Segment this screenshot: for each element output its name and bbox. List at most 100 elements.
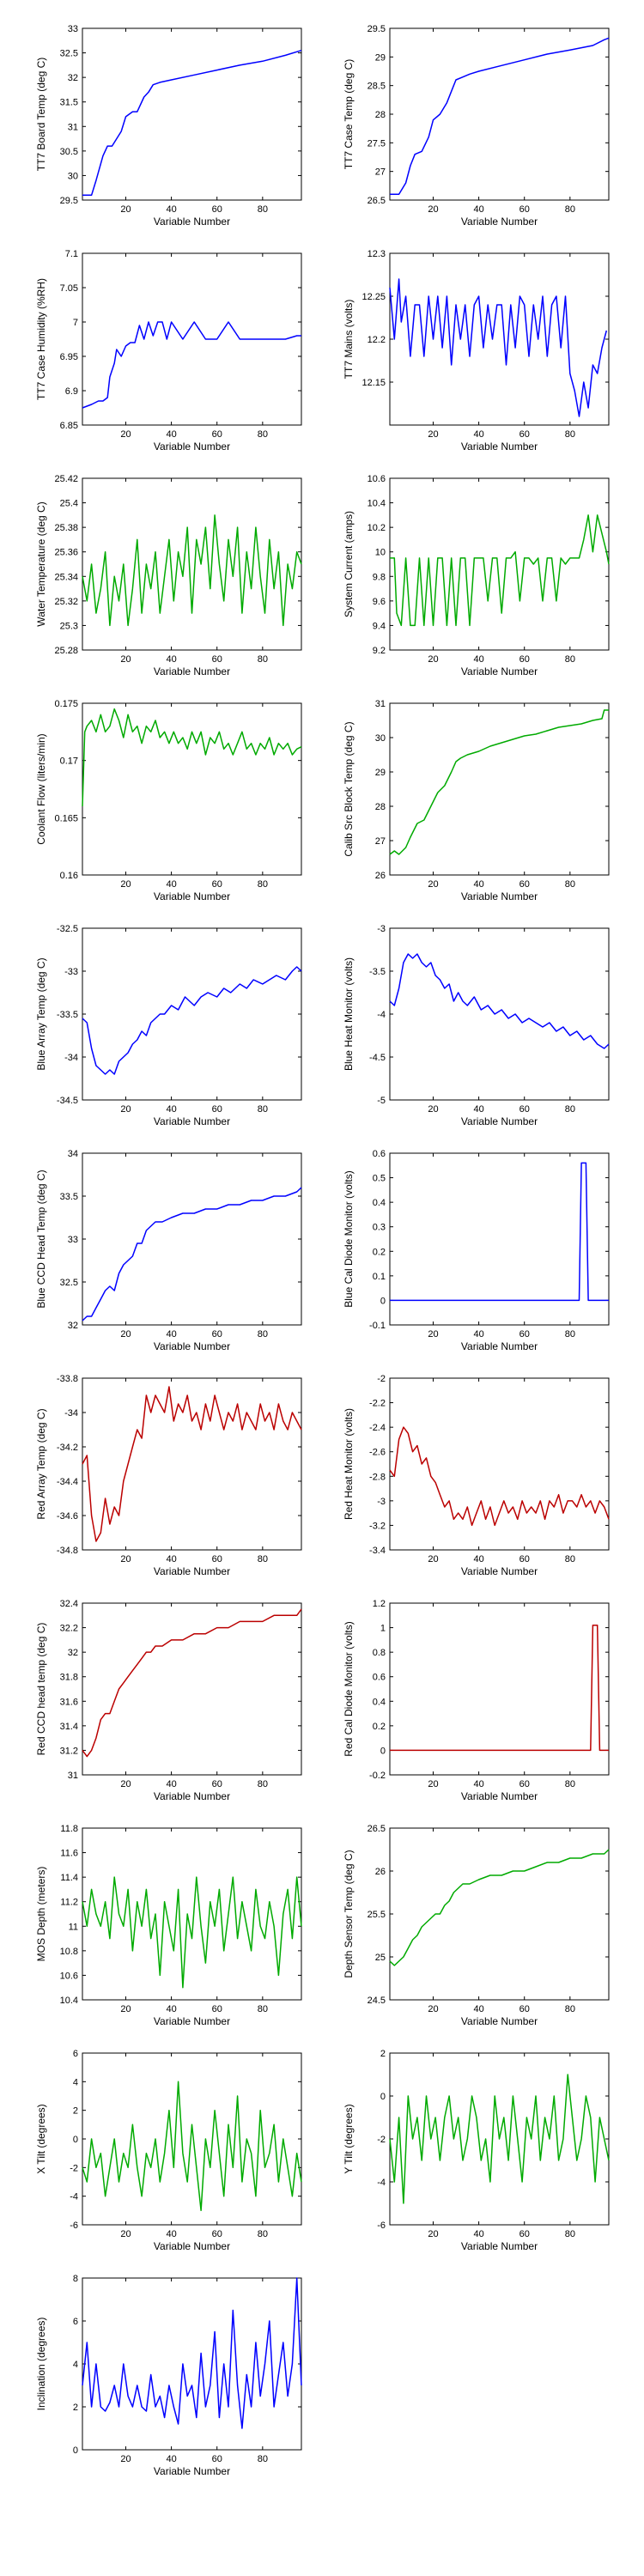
x-tick-label: 20: [428, 429, 438, 440]
series-line-1: [389, 1849, 610, 1966]
y-tick-label: 11.4: [60, 1873, 78, 1883]
y-tick-label: 32.4: [60, 1599, 78, 1609]
x-tick-label: 20: [428, 1329, 438, 1340]
y-tick-label: 7.05: [60, 283, 78, 294]
y-tick-label: 26: [375, 1867, 386, 1877]
x-tick-label: 60: [212, 204, 222, 215]
series-line-1: [389, 2074, 610, 2204]
y-tick-label: 12.25: [361, 292, 386, 302]
x-tick-label: 20: [428, 2229, 438, 2239]
y-tick-label: 33: [68, 24, 78, 34]
y-tick-label: 9.6: [373, 597, 386, 607]
y-tick-label: 10.6: [368, 474, 386, 484]
y-axis-label: Inclination (degrees): [35, 2318, 47, 2411]
y-tick-label: -3.2: [369, 1521, 386, 1531]
y-tick-label: 25: [375, 1953, 386, 1963]
x-axis-label: Variable Number: [461, 890, 538, 902]
y-tick-label: 0.165: [54, 813, 78, 823]
y-tick-label: 25.34: [54, 572, 78, 582]
y-axis-label: TT7 Mains (volts): [343, 300, 355, 380]
y-tick-label: 26.5: [368, 196, 386, 206]
plot-frame: [389, 702, 610, 876]
x-tick-label: 80: [258, 879, 268, 890]
x-tick-label: 40: [473, 654, 483, 665]
y-tick-label: -2.6: [369, 1448, 386, 1458]
x-tick-label: 60: [519, 2229, 530, 2239]
y-tick-label: 25.36: [54, 548, 78, 558]
x-axis-label: Variable Number: [154, 665, 230, 677]
y-tick-label: 8: [73, 2274, 78, 2284]
y-tick-label: 29.5: [368, 24, 386, 34]
y-tick-label: 6.85: [60, 421, 78, 431]
x-tick-label: 60: [519, 1329, 530, 1340]
series-line-1: [390, 514, 610, 627]
x-tick-label: 40: [166, 429, 176, 440]
x-tick-label: 80: [258, 2004, 268, 2014]
y-tick-label: 0: [380, 2092, 386, 2102]
y-tick-label: -34.8: [57, 1546, 78, 1556]
y-tick-label: 27: [375, 836, 386, 847]
y-tick-label: -33.8: [57, 1374, 78, 1384]
y-tick-label: 25.5: [368, 1910, 386, 1920]
chart-panel-19: -6 -4 -2 0 2 4 6 20 40 60 80 Variable Number X Tilt …: [35, 2049, 302, 2252]
y-tick-label: -4: [377, 1010, 386, 1020]
y-tick-label: 32: [68, 1321, 78, 1331]
x-tick-label: 80: [258, 654, 268, 665]
chart-panel-5: 25.28 25.3 25.32 25.34 25.36 25.38 25.4 25.42 20…: [35, 474, 302, 677]
series-line-1: [390, 37, 610, 196]
x-tick-label: 80: [565, 429, 575, 440]
x-axis-label: Variable Number: [154, 1565, 230, 1577]
y-tick-label: 12.3: [368, 249, 386, 259]
x-tick-label: 20: [120, 1329, 131, 1340]
chart-panel-18: 24.5 25 25.5 26 26.5 20 40 60 80 Variable Number D…: [343, 1824, 610, 2027]
x-tick-label: 60: [212, 1779, 222, 1789]
x-axis-label: Variable Number: [461, 216, 538, 228]
y-tick-label: -3: [377, 924, 386, 934]
y-tick-label: 10.6: [60, 1971, 78, 1981]
x-axis-label: Variable Number: [461, 665, 538, 677]
y-tick-label: 0.8: [373, 1648, 386, 1658]
x-axis-label: Variable Number: [154, 890, 230, 902]
x-tick-label: 60: [519, 1554, 530, 1564]
chart-panel-3: 6.85 6.9 6.95 7 7.05 7.1 20 40 60 80 Variable Numb…: [35, 249, 302, 453]
y-tick-label: -0.2: [369, 1771, 386, 1781]
x-tick-label: 20: [120, 879, 131, 890]
y-tick-label: -4.5: [369, 1053, 386, 1063]
x-tick-label: 80: [565, 2229, 575, 2239]
y-tick-label: 11.8: [60, 1824, 78, 1834]
y-tick-label: 11: [69, 1922, 78, 1932]
y-tick-label: 9.2: [373, 646, 386, 656]
y-tick-label: 2: [73, 2403, 78, 2413]
y-tick-label: -34.5: [57, 1096, 78, 1106]
y-axis-label: Blue Cal Diode Monitor (volts): [343, 1170, 355, 1307]
x-tick-label: 60: [519, 1104, 530, 1115]
x-axis-label: Variable Number: [154, 1790, 230, 1802]
x-axis-label: Variable Number: [154, 1340, 230, 1352]
y-tick-label: 10.8: [60, 1947, 78, 1957]
x-axis-label: Variable Number: [461, 2015, 538, 2027]
plot-frame: [389, 252, 610, 426]
y-tick-label: -2.4: [369, 1423, 386, 1433]
y-tick-label: 27.5: [368, 138, 386, 149]
y-tick-label: 32.2: [60, 1624, 78, 1634]
x-tick-label: 40: [166, 2229, 176, 2239]
y-axis-label: TT7 Case Humidity (%RH): [35, 278, 47, 400]
x-tick-label: 80: [258, 2229, 268, 2239]
y-axis-label: Blue Array Temp (deg C): [35, 957, 47, 1070]
series-line-1: [82, 708, 302, 807]
series-line-1: [389, 953, 610, 1049]
series-line-1: [389, 1426, 610, 1527]
plot-frame: [389, 27, 610, 201]
y-tick-label: 10: [375, 548, 386, 558]
plot-frame: [389, 1377, 610, 1551]
x-tick-label: 20: [120, 204, 131, 215]
y-axis-label: Red Cal Diode Monitor (volts): [343, 1621, 355, 1756]
chart-panel-11: 32 32.5 33 33.5 34 20 40 60 80 Variable Number Blu…: [35, 1149, 302, 1352]
y-axis-label: Coolant Flow (liters/min): [35, 733, 47, 844]
x-tick-label: 40: [473, 1329, 483, 1340]
y-tick-label: -4: [70, 2192, 78, 2202]
x-tick-label: 40: [166, 2454, 176, 2464]
x-tick-label: 40: [473, 879, 483, 890]
y-tick-label: 0.2: [373, 1722, 386, 1732]
x-tick-label: 80: [565, 1554, 575, 1564]
